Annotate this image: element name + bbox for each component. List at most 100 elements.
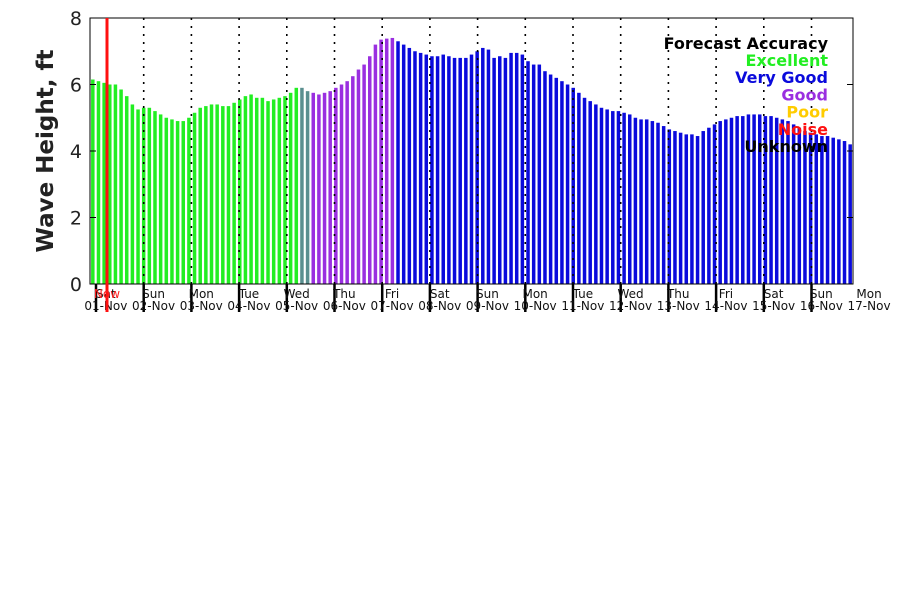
- wave-bar: [588, 101, 592, 285]
- wave-bar: [147, 107, 152, 284]
- wave-bar: [486, 49, 491, 285]
- x-tick-dow: Mon: [189, 287, 214, 301]
- x-tick-dow: Thu: [666, 287, 690, 301]
- x-tick-date: 15-Nov: [752, 299, 795, 313]
- wave-bar: [351, 76, 355, 284]
- y-tick-label: 0: [70, 274, 82, 296]
- wave-bar: [322, 92, 327, 284]
- now-marker-label: Now: [94, 287, 120, 301]
- wave-bar: [842, 141, 847, 284]
- wave-bar: [752, 114, 756, 285]
- wave-bar: [577, 92, 581, 284]
- legend-entry: Poor: [786, 103, 828, 122]
- wave-bar: [633, 117, 638, 284]
- legend-entry: Noise: [778, 120, 828, 139]
- x-tick-date: 04-Nov: [227, 299, 270, 313]
- wave-bar: [616, 111, 621, 284]
- x-tick-dow: Sun: [142, 287, 165, 301]
- wave-bar: [724, 119, 728, 284]
- wave-bar: [571, 87, 575, 284]
- wave-bar: [707, 127, 711, 284]
- wave-bar: [825, 136, 830, 284]
- wave-bar: [452, 57, 457, 285]
- x-tick-dow: Mon: [856, 287, 881, 301]
- x-tick-date: 03-Nov: [180, 299, 223, 313]
- wave-bar: [673, 131, 677, 284]
- wave-bar: [283, 96, 287, 284]
- wave-bar: [701, 131, 705, 284]
- wave-bar: [661, 126, 666, 284]
- wave-bar: [192, 112, 197, 284]
- x-tick-dow: Wed: [284, 287, 310, 301]
- wave-bar: [418, 52, 423, 284]
- wave-bar: [384, 38, 389, 285]
- wave-bar: [447, 56, 451, 284]
- wave-bar: [735, 116, 739, 284]
- x-tick-dow: Sun: [810, 287, 833, 301]
- wave-bar: [339, 84, 344, 284]
- legend-entry: Good: [781, 85, 828, 104]
- wave-bar: [791, 124, 796, 285]
- wave-bar: [741, 116, 745, 284]
- wave-bar: [238, 99, 242, 285]
- wave-bar: [837, 139, 841, 284]
- wave-bar: [712, 124, 717, 285]
- wave-bar: [814, 134, 819, 285]
- wave-bar: [356, 69, 361, 284]
- wave-bar: [548, 74, 553, 284]
- wave-bar: [678, 132, 683, 284]
- wave-bar: [221, 106, 225, 284]
- wave-bar: [797, 127, 802, 284]
- wave-bar: [424, 54, 429, 284]
- y-axis-ticks: 0 2 4 6 8: [70, 8, 853, 296]
- x-tick-date: 16-Nov: [800, 299, 843, 313]
- legend-entry: Excellent: [746, 51, 829, 70]
- wave-bar: [113, 84, 118, 284]
- wave-bar: [774, 117, 779, 284]
- wave-bar: [260, 97, 265, 284]
- wave-bar: [91, 79, 95, 284]
- wave-bar: [729, 117, 734, 284]
- x-tick-dow: Mon: [522, 287, 547, 301]
- wave-bar: [119, 89, 123, 285]
- wave-bar: [469, 54, 474, 284]
- wave-bar: [379, 39, 383, 284]
- x-tick-date: 02-Nov: [132, 299, 175, 313]
- wave-bar: [175, 121, 180, 284]
- wave-bar: [254, 97, 259, 284]
- x-tick-date: 11-Nov: [561, 299, 604, 313]
- x-axis-day-labels: Sat01-NovSun02-NovMon03-NovTue04-NovWed0…: [84, 284, 891, 313]
- wave-bar: [543, 71, 547, 284]
- wave-bar: [611, 111, 615, 284]
- wave-bar: [198, 107, 202, 284]
- wave-bar: [498, 56, 502, 284]
- wave-bar: [503, 57, 508, 285]
- x-tick-dow: Sat: [764, 287, 784, 301]
- wave-bar: [96, 81, 101, 285]
- wave-bar: [136, 109, 140, 284]
- wave-bar: [690, 134, 694, 285]
- wave-bar: [413, 51, 417, 284]
- wave-bar: [763, 116, 768, 284]
- wave-bar: [311, 92, 315, 284]
- wave-bar: [362, 64, 366, 284]
- wave-bar: [464, 57, 468, 285]
- wave-bar: [266, 101, 270, 285]
- wave-bar: [249, 94, 253, 284]
- x-tick-date: 12-Nov: [609, 299, 652, 313]
- wave-bar: [430, 56, 434, 284]
- x-tick-dow: Fri: [385, 287, 399, 301]
- x-tick-dow: Sat: [430, 287, 450, 301]
- wave-bar: [808, 132, 813, 284]
- wave-bar: [803, 131, 807, 284]
- wave-bar: [509, 52, 513, 284]
- wave-bar: [277, 97, 282, 284]
- wave-bar: [102, 82, 106, 284]
- wave-bar: [407, 47, 412, 285]
- wave-bar: [605, 109, 609, 284]
- x-tick-dow: Wed: [617, 287, 643, 301]
- y-tick-label: 6: [70, 75, 82, 97]
- wave-bar: [628, 114, 632, 285]
